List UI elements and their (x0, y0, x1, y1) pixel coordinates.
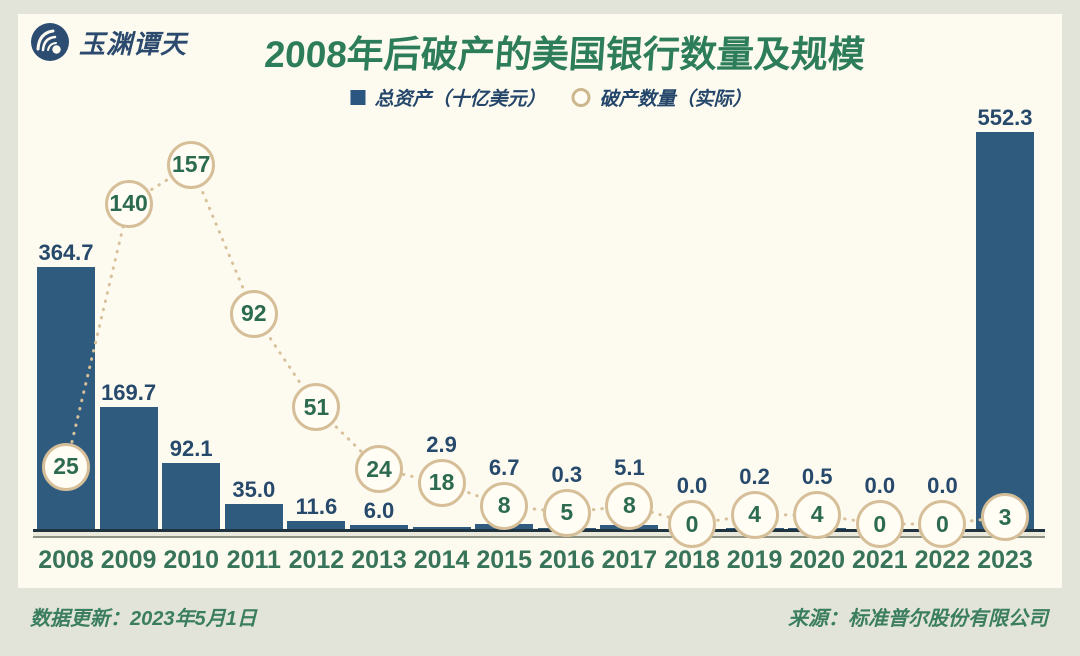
bar-value-2010: 92.1 (169, 435, 213, 461)
x-tick-2019: 2019 (726, 546, 783, 574)
bar-value-2016: 0.3 (551, 461, 583, 487)
bar-value-2019: 0.2 (739, 463, 770, 489)
bar-value-2022: 0.0 (927, 473, 958, 498)
source-note: 来源：标准普尔股份有限公司 (788, 608, 1048, 630)
legend: 总资产（十亿美元） 破产数量（实际） (350, 84, 752, 111)
bar-value-2021: 0.0 (864, 473, 896, 498)
legend-item-total-assets: 总资产（十亿美元） (350, 84, 546, 111)
x-tick-2013: 2013 (351, 546, 407, 574)
bar-series-marker-icon (350, 90, 366, 105)
x-tick-2012: 2012 (288, 546, 345, 574)
x-tick-2011: 2011 (226, 546, 281, 574)
bar-value-2009: 169.7 (101, 380, 157, 406)
point-2013: 24 (355, 445, 403, 494)
bar-value-2017: 5.1 (614, 454, 645, 480)
point-2008: 25 (42, 442, 90, 491)
point-2017: 8 (605, 481, 654, 530)
bar-value-2023: 552.3 (977, 105, 1033, 130)
x-tick-2010: 2010 (163, 546, 219, 574)
legend-item-failure-count: 破产数量（实际） (571, 84, 752, 111)
x-tick-2017: 2017 (601, 546, 658, 574)
bar-2023 (976, 132, 1034, 529)
legend-label-failure-count: 破产数量（实际） (599, 89, 752, 110)
logo-icon (31, 23, 69, 61)
x-tick-2020: 2020 (789, 546, 845, 574)
logo: 玉渊谭天 (30, 22, 187, 62)
bar-2010 (162, 462, 221, 529)
bar-2014 (412, 526, 471, 529)
point-2020: 4 (793, 490, 842, 539)
bar-value-2014: 2.9 (426, 431, 457, 457)
bar-2009 (99, 407, 158, 529)
bar-value-2013: 6.0 (363, 497, 395, 523)
chart-title: 2008年后破产的美国银行数量及规模 (263, 34, 867, 75)
point-2011: 92 (229, 289, 278, 338)
bar-value-2008: 364.7 (38, 239, 94, 265)
x-tick-2008: 2008 (38, 546, 94, 574)
x-tick-2009: 2009 (100, 546, 157, 574)
logo-text: 玉渊谭天 (79, 29, 188, 60)
point-2014: 18 (417, 458, 466, 507)
point-2023: 3 (981, 493, 1029, 542)
x-tick-2023: 2023 (977, 546, 1033, 574)
x-axis-line (33, 529, 1045, 538)
data-updated-note: 数据更新：2023年5月1日 (30, 608, 257, 630)
bar-2012 (287, 520, 346, 529)
point-2018: 0 (668, 500, 716, 548)
legend-label-total-assets: 总资产（十亿美元） (374, 89, 546, 110)
bar-value-2018: 0.0 (676, 473, 708, 498)
x-tick-2022: 2022 (914, 546, 971, 574)
x-tick-2014: 2014 (413, 546, 470, 574)
point-2010: 157 (167, 140, 216, 189)
point-2015: 8 (480, 481, 529, 530)
x-tick-2015: 2015 (476, 546, 532, 574)
point-series-marker-icon (571, 88, 591, 107)
bar-value-2012: 11.6 (295, 493, 338, 519)
point-2019: 4 (730, 490, 779, 539)
point-2021: 0 (855, 500, 904, 548)
bar-value-2020: 0.5 (801, 463, 833, 489)
x-tick-2016: 2016 (538, 546, 595, 574)
point-2009: 140 (104, 179, 153, 228)
bar-2013 (350, 524, 408, 529)
point-2016: 5 (542, 488, 591, 537)
x-tick-2021: 2021 (851, 546, 908, 574)
bar-value-2015: 6.7 (488, 454, 520, 480)
x-tick-2018: 2018 (664, 546, 720, 574)
bar-value-2011: 35.0 (232, 476, 276, 502)
bar-2011 (224, 503, 283, 529)
